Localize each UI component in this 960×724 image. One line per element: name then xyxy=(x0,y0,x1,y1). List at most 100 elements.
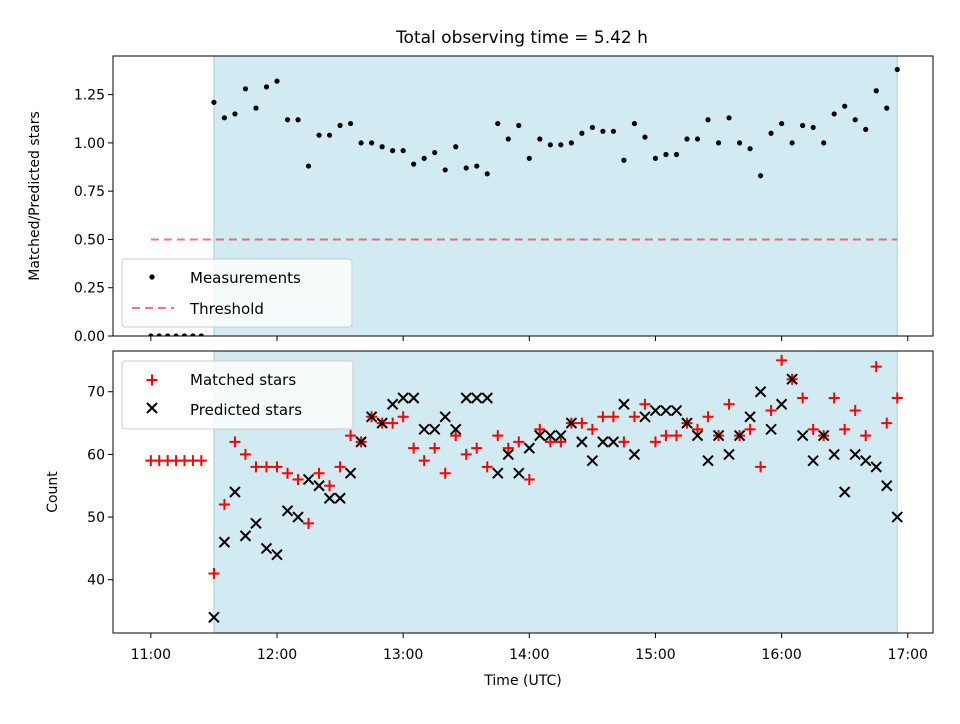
measurement-point xyxy=(663,151,669,158)
matched-star-point xyxy=(618,436,630,448)
predicted-star-point xyxy=(523,442,536,454)
matched-star-point xyxy=(797,392,809,404)
measurement-point xyxy=(411,161,417,167)
matched-star-point xyxy=(607,411,619,423)
predicted-star-point xyxy=(775,398,788,410)
matched-star-point xyxy=(881,417,893,429)
predicted-star-point xyxy=(828,448,840,461)
measurement-point xyxy=(463,165,469,171)
predicted-star-point xyxy=(891,511,903,523)
predicted-star-point xyxy=(208,611,220,624)
predicted-star-point xyxy=(365,411,378,423)
x-tick-label: 16:00 xyxy=(761,647,801,663)
measurement-point xyxy=(432,149,438,156)
matched-star-point xyxy=(429,442,441,454)
matched-star-point xyxy=(807,423,819,435)
predicted-star-point xyxy=(260,542,273,555)
x-axis-label: Time (UTC) xyxy=(483,673,561,689)
measurement-point xyxy=(198,333,204,336)
predicted-star-point xyxy=(817,429,830,442)
predicted-star-point xyxy=(691,429,704,442)
predicted-star-point xyxy=(229,486,241,498)
measurement-point xyxy=(547,142,553,148)
measurement-point xyxy=(358,140,364,146)
predicted-star-point xyxy=(323,492,336,504)
matched-star-point xyxy=(860,430,872,442)
measurement-point xyxy=(369,140,375,146)
measurement-point xyxy=(326,132,333,138)
matched-star-point xyxy=(776,354,788,366)
matched-star-point xyxy=(324,480,336,492)
x-tick-label: 14:00 xyxy=(509,647,549,663)
y-tick-label: 40 xyxy=(87,573,105,589)
predicted-star-point xyxy=(712,429,725,442)
matched-star-point xyxy=(260,461,272,473)
predicted-star-point xyxy=(607,436,620,448)
matched-star-point xyxy=(492,430,504,442)
measurement-point xyxy=(400,148,406,154)
measurement-point xyxy=(190,333,196,336)
matched-star-point xyxy=(839,423,851,435)
matched-star-point xyxy=(408,442,420,454)
matched-star-point xyxy=(692,423,704,435)
matched-star-point xyxy=(195,455,207,467)
matched-star-point xyxy=(723,398,735,410)
y-axis-label: Count xyxy=(45,471,61,513)
measurement-point xyxy=(526,155,532,161)
predicted-star-point xyxy=(881,480,893,492)
measurement-point xyxy=(747,146,753,152)
matched-star-point xyxy=(397,411,409,423)
measurement-point xyxy=(863,126,869,132)
matched-star-point xyxy=(628,411,640,423)
measurement-point xyxy=(505,136,511,142)
measurement-point xyxy=(390,148,396,154)
measurement-point xyxy=(726,115,732,121)
predicted-star-point xyxy=(555,429,567,442)
legend-matched-label: Matched stars xyxy=(190,371,296,389)
measurement-point xyxy=(694,136,701,142)
matched-star-point xyxy=(502,442,514,454)
predicted-star-point xyxy=(302,473,315,486)
measurement-point xyxy=(852,117,858,123)
matched-star-point xyxy=(744,423,756,435)
measurement-point xyxy=(253,105,259,111)
x-tick-label: 11:00 xyxy=(131,647,171,663)
matched-star-point xyxy=(660,430,672,442)
matched-star-point xyxy=(229,436,241,448)
predicted-star-point xyxy=(292,511,304,523)
measurement-point xyxy=(800,122,806,129)
axes-frame xyxy=(112,350,934,634)
matched-star-point xyxy=(208,567,220,579)
predicted-star-point xyxy=(639,411,651,423)
y-tick-label: 50 xyxy=(87,510,105,526)
legend-predicted-marker xyxy=(146,402,158,414)
matched-star-point xyxy=(345,430,357,442)
measurement-point xyxy=(379,144,385,150)
measurement-point xyxy=(757,173,764,179)
measurement-point xyxy=(148,333,154,336)
measurement-point xyxy=(810,124,816,131)
matched-star-point xyxy=(702,411,714,423)
matched-star-point xyxy=(250,461,262,473)
matched-star-point xyxy=(891,392,903,404)
matched-star-point xyxy=(828,392,840,404)
predicted-star-point xyxy=(376,417,388,429)
measurement-point xyxy=(621,157,627,163)
measurement-point xyxy=(831,111,837,117)
predicted-star-point xyxy=(765,423,777,436)
matched-star-point xyxy=(460,448,472,460)
predicted-star-point xyxy=(733,429,746,442)
predicted-star-point xyxy=(355,436,367,448)
measurement-point xyxy=(873,88,879,94)
measurement-point xyxy=(789,140,795,146)
matched-star-point xyxy=(471,442,483,454)
y-tick-label: 0.50 xyxy=(74,232,105,248)
predicted-star-point xyxy=(281,505,294,517)
predicted-star-point xyxy=(754,386,767,398)
measurement-point xyxy=(495,120,501,127)
matched-star-point xyxy=(271,461,283,473)
matched-star-point xyxy=(387,417,399,429)
measurement-point xyxy=(821,140,827,146)
matched-star-point xyxy=(218,499,230,511)
